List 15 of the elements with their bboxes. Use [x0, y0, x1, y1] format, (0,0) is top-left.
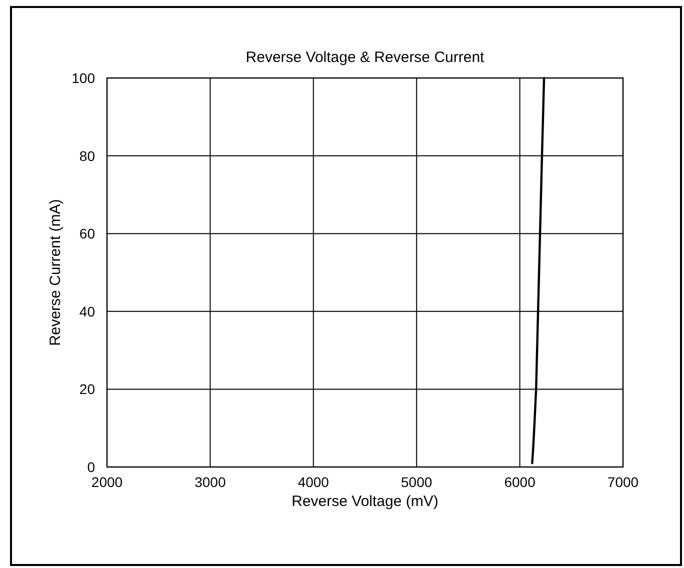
y-tick-label: 100: [72, 70, 96, 86]
y-axis-title: Reverse Current (mA): [47, 199, 64, 346]
y-tick-label: 40: [79, 303, 96, 320]
x-tick-label: 2000: [91, 474, 123, 490]
x-tick-label: 6000: [504, 474, 536, 490]
x-tick-label: 4000: [298, 474, 330, 490]
y-tick-label: 60: [79, 226, 96, 242]
y-tick-label: 0: [87, 459, 96, 475]
y-tick-label: 80: [79, 148, 96, 164]
chart-title: Reverse Voltage & Reverse Current: [246, 49, 486, 66]
x-axis-title: Reverse Voltage (mV): [292, 493, 438, 510]
x-tick-label: 5000: [401, 474, 432, 490]
y-tick-label: 20: [79, 381, 96, 398]
x-tick-label: 7000: [607, 474, 639, 490]
x-tick-label: 3000: [194, 474, 226, 490]
